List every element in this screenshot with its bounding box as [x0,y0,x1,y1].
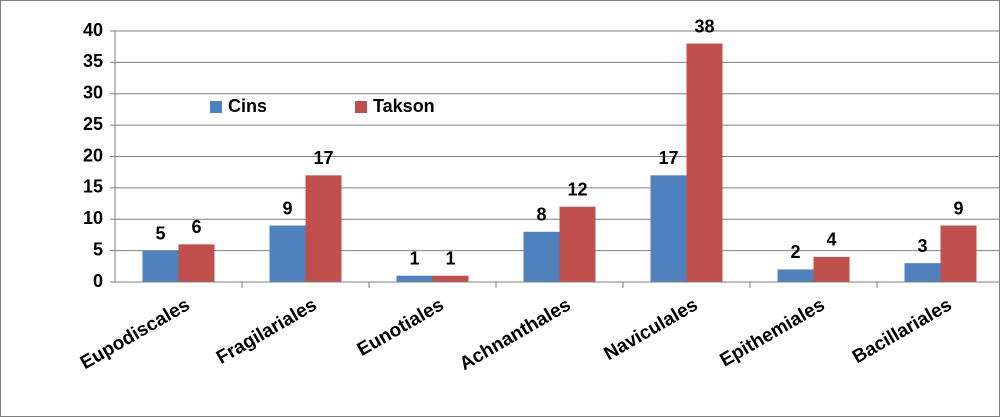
bar [432,275,469,282]
bar [559,206,596,282]
bar [904,263,941,282]
bar [305,175,342,282]
y-tick-label: 35 [83,51,103,71]
bar [940,225,977,282]
data-label: 5 [155,223,165,243]
legend-label: Cins [228,96,267,116]
data-label: 6 [191,217,201,237]
bar [650,175,687,282]
data-label: 17 [658,148,678,168]
data-label: 12 [567,179,587,199]
data-label: 1 [445,248,455,268]
data-label: 9 [953,198,963,218]
bar [813,256,850,282]
data-label: 38 [694,16,714,36]
data-label: 1 [409,248,419,268]
legend-label: Takson [373,96,435,116]
y-tick-label: 40 [83,20,103,40]
data-label: 2 [790,242,800,262]
y-tick-label: 20 [83,145,103,165]
y-tick-label: 25 [83,114,103,134]
y-tick-label: 0 [93,271,103,291]
y-tick-label: 30 [83,83,103,103]
bar [142,250,179,282]
data-label: 8 [536,205,546,225]
bar [269,225,306,282]
data-label: 9 [282,198,292,218]
bar [396,275,433,282]
bar [686,43,723,282]
legend-swatch [355,101,367,113]
bar [178,244,215,282]
bar [523,231,560,282]
y-tick-label: 15 [83,177,103,197]
bar [777,269,814,282]
y-tick-label: 10 [83,208,103,228]
data-label: 4 [826,230,836,250]
y-tick-label: 5 [93,239,103,259]
data-label: 3 [917,236,927,256]
data-label: 17 [313,148,333,168]
legend-swatch [210,101,222,113]
